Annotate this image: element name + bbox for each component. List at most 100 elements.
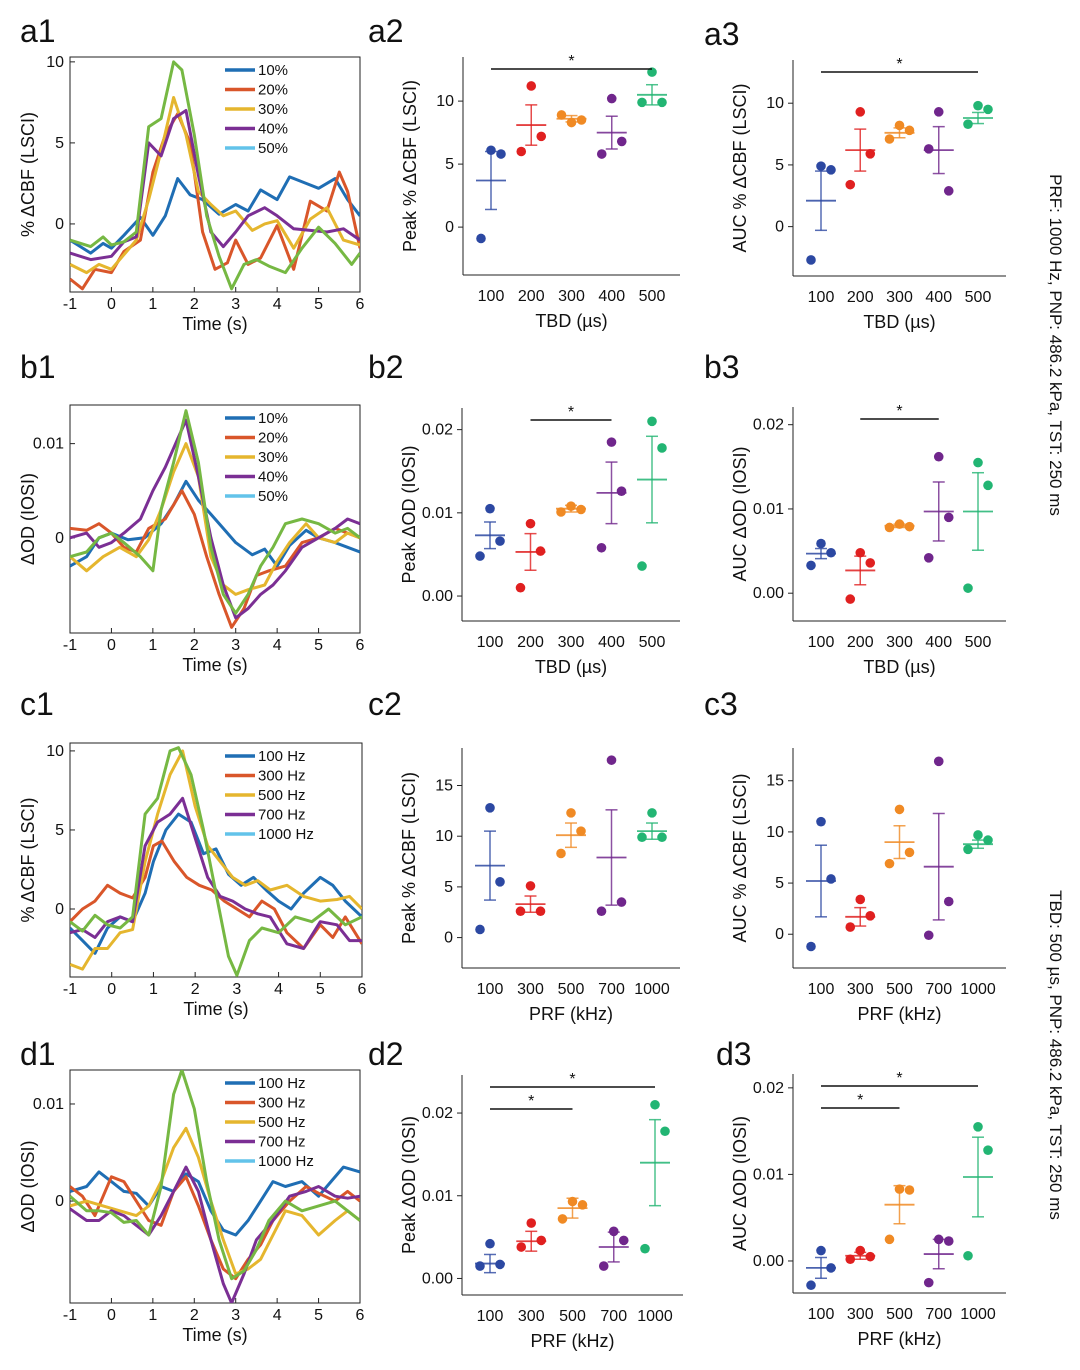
- x-tick-label: 200: [847, 289, 874, 306]
- legend-label: 700 Hz: [258, 807, 306, 824]
- x-axis-label: Time (s): [183, 999, 248, 1019]
- series-line-10: [70, 175, 360, 255]
- panel-c3: c3 0 5 10 15 100 300 500 700 1000 PRF (kHz) AUC % Δ…: [704, 686, 1006, 1024]
- plot-frame-b1: [69, 404, 361, 634]
- data-point: [865, 911, 876, 921]
- x-tick-label: -1: [63, 981, 77, 998]
- y-axis-label: AUC ΔOD (IOSI): [730, 1116, 750, 1251]
- y-axis-label: Peak ΔOD (IOSI): [399, 1116, 419, 1254]
- x-axis-label: PRF (kHz): [529, 1004, 613, 1024]
- y-tick-label: 5: [445, 156, 454, 173]
- data-point: [650, 1099, 660, 1110]
- significance-star: *: [896, 56, 902, 73]
- x-tick-label: 500: [886, 981, 913, 998]
- legend-label: 30%: [258, 101, 288, 118]
- x-tick-label: 1000: [960, 981, 996, 998]
- legend-label: 500 Hz: [258, 1114, 306, 1131]
- data-point: [963, 583, 973, 593]
- y-tick-label: 15: [435, 778, 453, 795]
- panel-label-b1: b1: [20, 349, 56, 385]
- significance-star: *: [569, 1071, 575, 1088]
- x-tick-label: 500: [639, 634, 666, 651]
- x-tick-label: 300: [518, 1308, 545, 1325]
- x-tick-label: -1: [63, 637, 77, 654]
- x-tick-label: 1000: [960, 1306, 996, 1323]
- data-point: [904, 521, 915, 532]
- data-point: [495, 877, 505, 887]
- x-tick-label: 4: [274, 981, 283, 998]
- data-point: [495, 536, 505, 546]
- data-point: [576, 504, 586, 515]
- series-line-100Hz: [70, 812, 362, 955]
- data-point: [657, 97, 667, 108]
- data-point: [855, 894, 866, 905]
- x-tick-label: 700: [925, 981, 952, 998]
- significance-star: *: [857, 1092, 863, 1109]
- y-tick-label: 0.01: [753, 1166, 784, 1183]
- x-tick-label: 500: [639, 288, 666, 305]
- y-tick-label: 10: [766, 824, 784, 841]
- x-tick-label: -1: [63, 296, 77, 313]
- panel-label-d1: d1: [20, 1036, 56, 1072]
- data-point: [657, 832, 667, 843]
- data-point: [855, 1245, 866, 1256]
- plot-frame-c1: [69, 742, 363, 978]
- data-point: [816, 161, 826, 171]
- data-point: [973, 100, 983, 111]
- x-tick-label: 500: [965, 634, 992, 651]
- series-line-20: [70, 112, 360, 291]
- data-point: [525, 518, 536, 529]
- x-tick-label: 300: [886, 634, 913, 651]
- panel-label-b3: b3: [704, 349, 740, 385]
- y-axis-label: Peak ΔOD (IOSI): [399, 445, 419, 583]
- x-tick-label: 2: [190, 637, 199, 654]
- x-tick-label: 1: [148, 1307, 157, 1324]
- side-label-bottom: TBD: 500 µs, PNP: 486.2 kPa, TST: 250 ms: [1046, 890, 1065, 1220]
- data-point: [576, 115, 587, 125]
- y-tick-label: 5: [55, 822, 64, 839]
- y-axis-label: ΔOD (IOSI): [18, 1140, 38, 1232]
- y-tick-label: 0.01: [33, 1096, 64, 1113]
- data-point: [596, 149, 607, 159]
- data-point: [904, 847, 915, 858]
- data-point: [855, 107, 866, 117]
- panel-c1: c1 -1 0 1 2 3 4 5 6 0 5 10 Time (s) % ΔCBF (LSCI) 100 …: [18, 686, 367, 1019]
- data-point: [476, 233, 486, 244]
- y-axis-label: AUC ΔOD (IOSI): [730, 446, 750, 581]
- y-tick-label: 0.00: [753, 1253, 784, 1270]
- y-tick-label: 0.01: [753, 501, 784, 518]
- legend-label: 20%: [258, 430, 288, 447]
- data-point: [933, 756, 944, 767]
- data-point: [637, 832, 647, 843]
- x-axis-label: Time (s): [182, 655, 247, 675]
- x-tick-label: 700: [600, 1308, 627, 1325]
- data-point: [943, 896, 954, 907]
- data-point: [606, 437, 617, 447]
- y-tick-label: 10: [436, 93, 454, 110]
- y-axis-label: AUC % ΔCBF (LSCI): [730, 83, 750, 252]
- x-tick-label: 0: [107, 296, 116, 313]
- y-tick-label: 0: [55, 216, 64, 233]
- data-point: [577, 1200, 588, 1210]
- data-point: [845, 594, 856, 604]
- panel-d1: d1 -1 0 1 2 3 4 5 6 0 0.01 Time (s) ΔOD (IOSI) 100 Hz…: [18, 1036, 365, 1345]
- x-tick-label: 100: [478, 288, 505, 305]
- x-tick-label: 5: [316, 981, 325, 998]
- data-point: [536, 131, 547, 142]
- legend-label: 40%: [258, 469, 288, 486]
- x-tick-label: 700: [925, 1306, 952, 1323]
- y-tick-label: 0: [55, 1193, 64, 1210]
- x-tick-label: 100: [477, 981, 504, 998]
- x-tick-label: 2: [191, 981, 200, 998]
- y-tick-label: 5: [55, 135, 64, 152]
- x-tick-label: 6: [356, 296, 365, 313]
- y-tick-label: 0.00: [753, 585, 784, 602]
- panel-b1: b1 -1 0 1 2 3 4 5 6 0 0.01 Time (s) ΔOD (IOSI) 10% 20%…: [18, 349, 365, 675]
- data-point: [608, 1226, 619, 1237]
- y-tick-label: 0.02: [753, 1080, 784, 1097]
- data-point: [596, 542, 607, 553]
- data-point: [983, 835, 993, 845]
- legend-label: 700 Hz: [258, 1134, 306, 1151]
- data-point: [495, 1259, 505, 1270]
- x-tick-label: 1: [148, 296, 157, 313]
